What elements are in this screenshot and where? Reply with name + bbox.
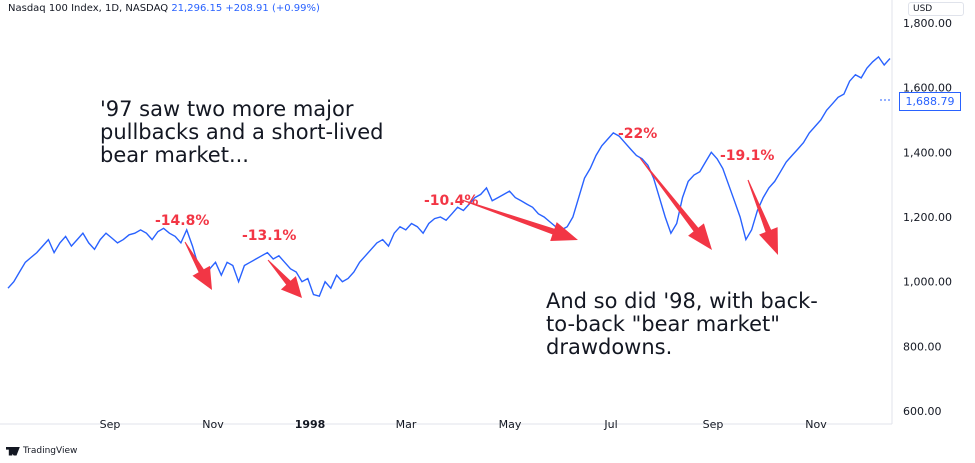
drawdown-label: -14.8% [155, 213, 210, 229]
last-price: 21,296.15 [171, 3, 223, 14]
tradingview-brand[interactable]: TradingView [6, 446, 77, 456]
y-tick-label: 1,200.00 [903, 211, 952, 224]
y-tick-label: 1,400.00 [903, 146, 952, 159]
annotation-line: '97 saw two more major [100, 97, 354, 121]
x-tick-label: Jul [603, 418, 617, 431]
x-tick-label: Mar [396, 418, 417, 431]
annotation-line: bear market... [100, 143, 249, 167]
x-tick-label: 1998 [295, 418, 326, 431]
drawdown-arrow [267, 259, 302, 298]
series-line [7, 55, 891, 298]
drawdown-arrows [184, 157, 778, 298]
y-tick-label: 1,000.00 [903, 276, 952, 289]
drawdown-arrow [639, 157, 712, 250]
annotation-1997: '97 saw two more major pullbacks and a s… [100, 98, 383, 167]
brand-name: TradingView [23, 446, 78, 456]
y-tick-label: 1,600.00 [903, 82, 952, 95]
y-tick-label: 600.00 [903, 405, 942, 418]
price-change: +208.91 (+0.99%) [225, 3, 320, 14]
symbol-title: Nasdaq 100 Index, 1D, NASDAQ [8, 3, 169, 14]
tradingview-logo-icon [6, 446, 20, 456]
chart-header: Nasdaq 100 Index, 1D, NASDAQ 21,296.15 +… [8, 3, 320, 14]
drawdown-label: -22% [618, 126, 658, 142]
annotation-line: drawdowns. [546, 335, 673, 359]
x-tick-label: May [499, 418, 522, 431]
drawdown-arrow [461, 199, 578, 241]
annotation-1998: And so did '98, with back- to-back "bear… [546, 290, 818, 359]
annotation-line: pullbacks and a short-lived [100, 120, 384, 144]
x-tick-label: Nov [805, 418, 827, 431]
annotation-line: And so did '98, with back- [546, 289, 818, 313]
last-price-label: 1,688.79 [899, 92, 961, 111]
x-tick-label: Sep [100, 418, 121, 431]
drawdown-label: -10.4% [424, 193, 479, 209]
drawdown-label: -13.1% [242, 228, 297, 244]
currency-selector[interactable]: USD [908, 2, 964, 16]
x-tick-label: Nov [202, 418, 224, 431]
x-tick-label: Sep [703, 418, 724, 431]
drawdown-arrow [747, 179, 778, 255]
x-axis-ticks: Sep Nov 1998 Mar May Jul Sep Nov [100, 418, 828, 431]
drawdown-label: -19.1% [720, 148, 775, 164]
y-tick-label: 1,800.00 [903, 17, 952, 30]
y-tick-label: 800.00 [903, 340, 942, 353]
y-axis-ticks: 600.00 800.00 1,000.00 1,200.00 1,400.00 1,60… [903, 17, 952, 418]
annotation-line: to-back "bear market" [546, 312, 780, 336]
drawdown-arrow [184, 241, 212, 290]
